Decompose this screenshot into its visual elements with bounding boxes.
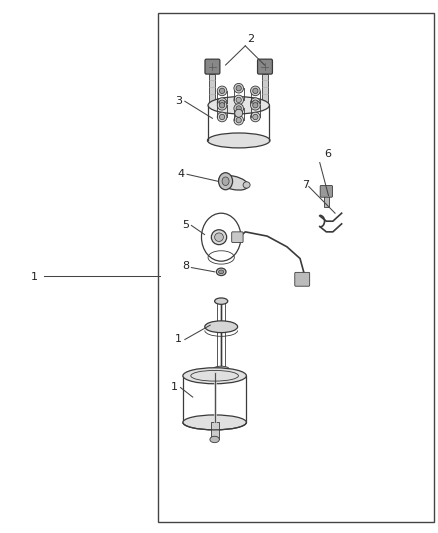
Ellipse shape xyxy=(215,233,223,241)
Ellipse shape xyxy=(211,230,227,245)
Ellipse shape xyxy=(213,366,230,373)
Ellipse shape xyxy=(236,85,241,91)
Bar xyxy=(211,422,219,439)
Ellipse shape xyxy=(234,95,244,104)
Ellipse shape xyxy=(217,112,227,122)
Ellipse shape xyxy=(251,86,260,96)
Ellipse shape xyxy=(236,118,241,123)
Circle shape xyxy=(219,173,233,190)
Ellipse shape xyxy=(234,103,244,114)
Ellipse shape xyxy=(217,100,227,110)
Ellipse shape xyxy=(183,415,246,430)
Ellipse shape xyxy=(215,298,228,304)
Text: 4: 4 xyxy=(177,169,184,179)
Ellipse shape xyxy=(251,112,260,122)
Text: 2: 2 xyxy=(247,34,254,44)
Ellipse shape xyxy=(234,116,244,125)
Ellipse shape xyxy=(253,88,258,94)
Bar xyxy=(324,195,329,207)
Ellipse shape xyxy=(253,102,258,108)
FancyBboxPatch shape xyxy=(320,185,332,197)
FancyBboxPatch shape xyxy=(205,59,220,74)
Ellipse shape xyxy=(219,115,225,120)
Text: 6: 6 xyxy=(324,149,331,159)
Ellipse shape xyxy=(219,102,225,108)
Circle shape xyxy=(222,177,229,185)
Bar xyxy=(158,13,434,522)
Bar xyxy=(262,74,268,103)
Ellipse shape xyxy=(235,109,243,117)
Ellipse shape xyxy=(216,268,226,276)
Ellipse shape xyxy=(219,100,225,106)
Ellipse shape xyxy=(205,321,237,333)
Text: 3: 3 xyxy=(175,96,182,106)
Ellipse shape xyxy=(219,270,224,274)
Ellipse shape xyxy=(234,83,244,93)
Ellipse shape xyxy=(208,96,269,114)
FancyBboxPatch shape xyxy=(295,272,310,286)
Ellipse shape xyxy=(208,133,270,148)
Text: 7: 7 xyxy=(302,180,309,190)
Text: 1: 1 xyxy=(175,334,182,344)
FancyBboxPatch shape xyxy=(258,59,272,74)
Ellipse shape xyxy=(219,88,225,94)
Ellipse shape xyxy=(217,86,227,96)
FancyBboxPatch shape xyxy=(232,232,243,243)
Ellipse shape xyxy=(251,100,260,110)
Ellipse shape xyxy=(217,98,227,108)
Ellipse shape xyxy=(236,106,241,111)
Ellipse shape xyxy=(251,98,260,108)
Ellipse shape xyxy=(210,436,219,442)
Ellipse shape xyxy=(253,100,258,106)
Text: 1: 1 xyxy=(31,272,38,282)
Text: 1: 1 xyxy=(171,382,178,392)
Ellipse shape xyxy=(236,97,241,102)
Ellipse shape xyxy=(219,175,248,190)
Ellipse shape xyxy=(243,182,250,188)
Bar xyxy=(209,74,215,103)
Text: 5: 5 xyxy=(182,220,189,230)
Ellipse shape xyxy=(183,368,246,384)
Ellipse shape xyxy=(253,115,258,120)
Text: 8: 8 xyxy=(182,261,189,271)
